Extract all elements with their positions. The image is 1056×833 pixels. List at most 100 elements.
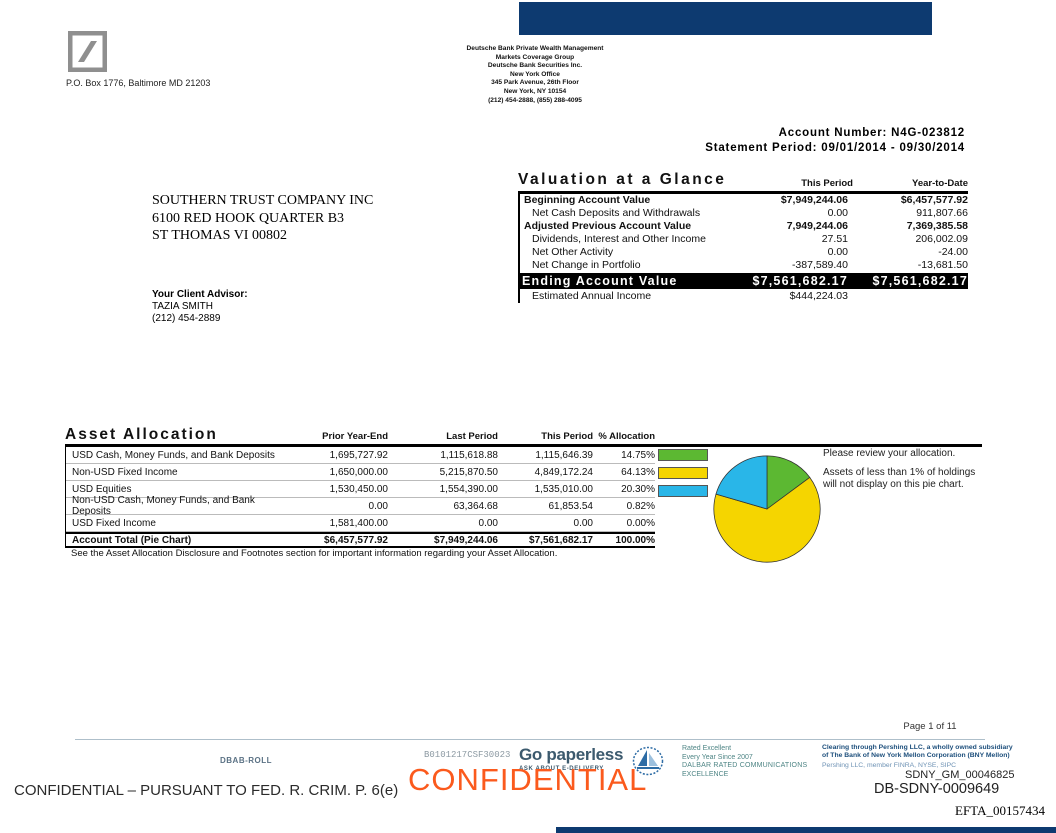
asset-alloc: 14.75% [621,449,655,461]
asset-prior: 1,695,727.92 [329,449,388,461]
col-last-period: Last Period [446,431,498,442]
valuation-row: Dividends, Interest and Other Income 27.… [520,233,968,246]
advisor-name: TAZIA SMITH [152,301,213,312]
legend-swatch-usd-cash [658,449,708,461]
pie-note-review: Please review your allocation. [823,448,956,459]
bates-code-sdny: SDNY_GM_00046825 [905,769,1015,781]
legend-swatch-usd-equities [658,485,708,497]
top-redaction-bar [519,2,932,35]
po-box-address: P.O. Box 1776, Baltimore MD 21203 [66,78,211,88]
deutsche-bank-logo-icon [65,28,110,75]
pie-slice-usd-cash [766,455,811,510]
row-this-period: -387,589.40 [791,259,848,271]
asset-this: 0.00 [573,517,593,529]
asset-alloc: 0.00% [626,517,655,529]
valuation-row: Estimated Annual Income $444,224.03 [520,290,968,303]
row-ytd: $7,561,682.17 [872,274,968,288]
dalbar-line: Rated Excellent [682,745,732,752]
asset-allocation-footnote: See the Asset Allocation Disclosure and … [71,548,558,559]
valuation-col-this-period: This Period [801,178,853,189]
pershing-line: Pershing LLC, member FINRA, NYSE, SIPC [822,762,957,769]
row-this-period: 0.00 [827,246,848,258]
row-label: Net Change in Portfolio [532,259,641,271]
bank-address-line: Markets Coverage Group [495,53,575,61]
legend-swatch-non-usd-fixed-income [658,467,708,479]
asset-allocation-title: Asset Allocation [65,426,218,443]
asset-label: USD Fixed Income [72,517,156,529]
row-label: Adjusted Previous Account Value [524,220,692,232]
go-paperless-text: Go paperless [519,745,624,764]
asset-last: 1,554,390.00 [439,483,498,495]
bank-address-line: 345 Park Avenue, 26th Floor [491,79,579,87]
advisor-label: Your Client Advisor: [152,289,248,300]
row-this-period: $7,949,244.06 [780,194,848,206]
asset-allocation-table: USD Cash, Money Funds, and Bank Deposits… [65,447,655,548]
asset-label: USD Cash, Money Funds, and Bank Deposits [72,449,275,461]
valuation-header-row: Valuation at a Glance This Period Year-t… [518,171,968,191]
col-allocation-pct: % Allocation [598,431,655,442]
pie-note-threshold: Assets of less than 1% of holdings will … [823,466,976,491]
client-address-line: ST THOMAS VI 00802 [152,228,287,243]
pershing-line: Clearing through Pershing LLC, a wholly … [822,744,1013,751]
asset-prior: $6,457,577.92 [324,534,388,546]
pershing-line: of The Bank of New York Mellon Corporati… [822,752,1010,759]
asset-label: Non-USD Fixed Income [72,466,178,478]
asset-row: Non-USD Fixed Income 1,650,000.00 5,215,… [66,464,655,481]
asset-last: $7,949,244.06 [434,534,498,546]
client-name: SOUTHERN TRUST COMPANY INC [152,193,374,208]
row-this-period: 7,949,244.06 [786,220,848,232]
pershing-disclosure: Clearing through Pershing LLC, a wholly … [822,744,1013,770]
valuation-title: Valuation at a Glance [518,171,727,188]
pie-slice-non-usd-fixed-income [713,476,821,563]
valuation-header-rule [518,191,968,194]
ending-account-value-row: Ending Account Value $7,561,682.17 $7,56… [520,273,968,289]
row-label: Net Other Activity [532,246,614,258]
valuation-col-ytd: Year-to-Date [912,178,968,189]
valuation-row: Adjusted Previous Account Value 7,949,24… [520,220,968,233]
asset-prior: 1,581,400.00 [329,517,388,529]
asset-allocation-column-headers: Prior Year-End Last Period This Period %… [65,431,655,442]
asset-alloc: 100.00% [615,534,655,546]
asset-prior: 1,530,450.00 [329,483,388,495]
bates-code-efta: EFTA_00157434 [955,803,1045,818]
row-label: Beginning Account Value [524,194,651,206]
row-this-period: $7,561,682.17 [752,274,848,288]
row-ytd: $6,457,577.92 [900,194,968,206]
account-number: Account Number: N4G-023812 [778,127,965,139]
bank-address-block: Deutsche Bank Private Wealth Management … [440,45,630,105]
row-label: Ending Account Value [522,274,678,288]
dalbar-line: Every Year Since 2007 [682,753,753,761]
asset-row: USD Cash, Money Funds, and Bank Deposits… [66,447,655,464]
col-this-period: This Period [541,431,593,442]
footer-dbab-roll: DBAB-ROLL [220,756,273,765]
dalbar-rating-text: Rated Excellent Every Year Since 2007 DA… [682,745,807,779]
asset-allocation-pie-chart [709,451,825,572]
asset-this: 61,853.54 [548,500,594,512]
row-ytd: -24.00 [938,246,968,258]
row-ytd: 911,807.66 [916,207,968,219]
row-ytd: -13,681.50 [917,259,968,271]
asset-this: 4,849,172.24 [534,466,593,478]
asset-row: Non-USD Cash, Money Funds, and Bank Depo… [66,495,655,517]
dalbar-logo-icon [632,746,664,781]
asset-this: $7,561,682.17 [529,534,593,546]
asset-alloc: 20.30% [621,483,655,495]
bank-address-line: Deutsche Bank Private Wealth Management [466,45,604,52]
valuation-row: Net Cash Deposits and Withdrawals 0.00 9… [520,207,968,220]
client-advisor-block: Your Client Advisor: TAZIA SMITH (212) 4… [152,289,248,325]
confidential-stamp: CONFIDENTIAL [408,762,648,797]
bank-address-line: New York, NY 10154 [503,87,567,95]
row-this-period: $444,224.03 [789,290,848,302]
asset-total-row: Account Total (Pie Chart) $6,457,577.92 … [66,532,655,548]
go-paperless-subtext: ASK ABOUT E-DELIVERY [519,766,604,772]
row-ytd: 7,369,385.58 [906,220,968,232]
asset-last: 1,115,618.88 [440,449,498,461]
asset-alloc: 64.13% [621,466,655,478]
footer-divider [75,739,985,740]
asset-this: 1,535,010.00 [534,483,593,495]
footer-batch-code: B0101217CSF30023 [424,750,511,760]
account-header: Account Number: N4G-023812 Statement Per… [620,126,965,156]
asset-label: Account Total (Pie Chart) [72,534,192,546]
asset-last: 5,215,870.50 [439,466,498,478]
